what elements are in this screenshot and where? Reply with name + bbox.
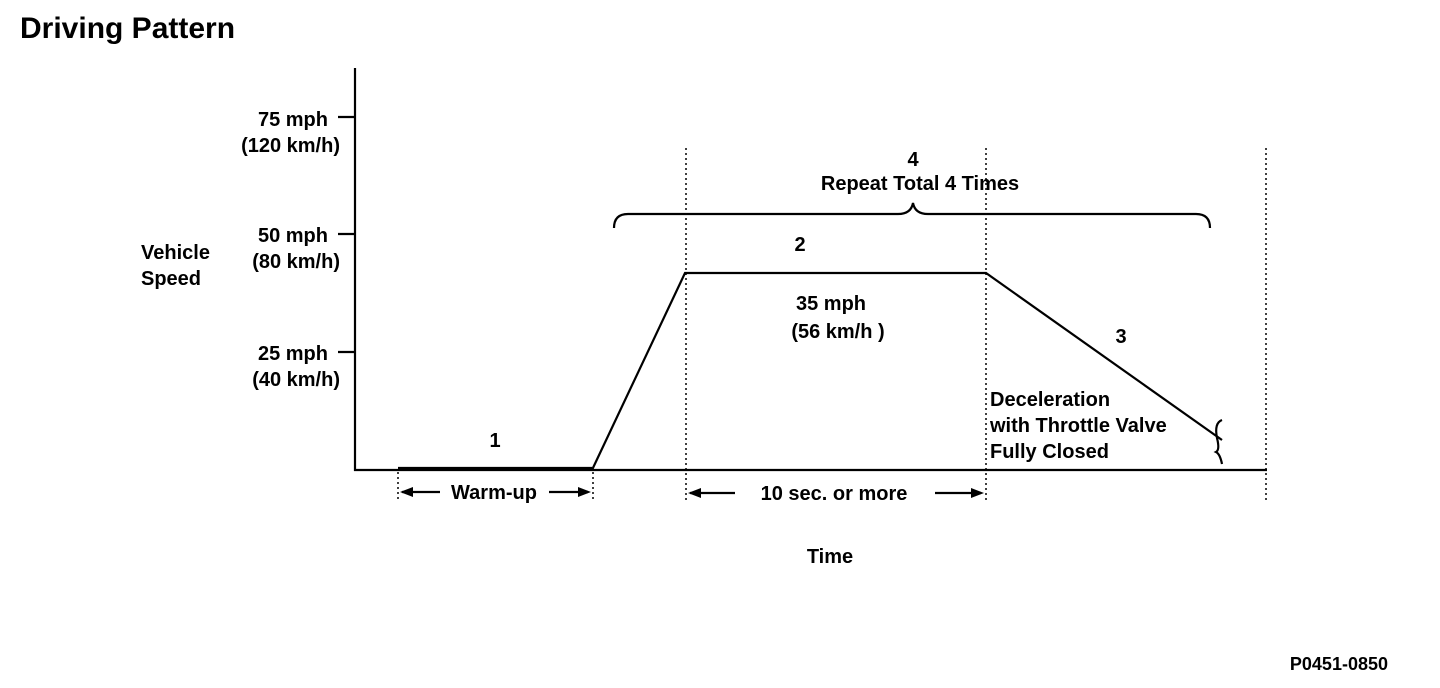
duration-label: 10 sec. or more [761, 483, 908, 505]
repeat-brace [612, 202, 1212, 229]
figure-code: P0451-0850 [1290, 654, 1388, 674]
warmup-label: Warm-up [451, 482, 537, 504]
y-axis-label-line1: Vehicle [141, 242, 210, 264]
tick-label-25-mph: 25 mph [258, 343, 328, 365]
deceleration-note-line3: Fully Closed [990, 441, 1109, 463]
duration-arrow-left-head [688, 488, 701, 498]
tick-label-50-mph: 50 mph [258, 225, 328, 247]
tick-label-75-kmh: (120 km/h) [241, 135, 340, 157]
step-3-number: 3 [1115, 326, 1126, 348]
deceleration-note-line1: Deceleration [990, 389, 1110, 411]
deceleration-note-line2: with Throttle Valve [989, 415, 1167, 437]
step-1-number: 1 [489, 430, 500, 452]
warmup-arrow-left-head [400, 487, 413, 497]
cruise-speed-kmh: (56 km/h ) [791, 321, 884, 343]
step-4-number: 4 [907, 149, 919, 171]
tick-label-75-mph: 75 mph [258, 109, 328, 131]
repeat-label: Repeat Total 4 Times [821, 173, 1019, 195]
page-title: Driving Pattern [20, 12, 235, 45]
tick-label-25-kmh: (40 km/h) [252, 369, 340, 391]
y-axis-label-line2: Speed [141, 268, 201, 290]
deceleration-end-brace [1213, 418, 1224, 465]
warmup-arrow-right-head [578, 487, 591, 497]
speed-profile-line [591, 271, 1223, 471]
duration-arrow-right-head [971, 488, 984, 498]
cruise-speed-mph: 35 mph [796, 293, 866, 315]
tick-label-50-kmh: (80 km/h) [252, 251, 340, 273]
step-2-number: 2 [794, 234, 805, 256]
x-axis-label: Time [807, 546, 853, 568]
